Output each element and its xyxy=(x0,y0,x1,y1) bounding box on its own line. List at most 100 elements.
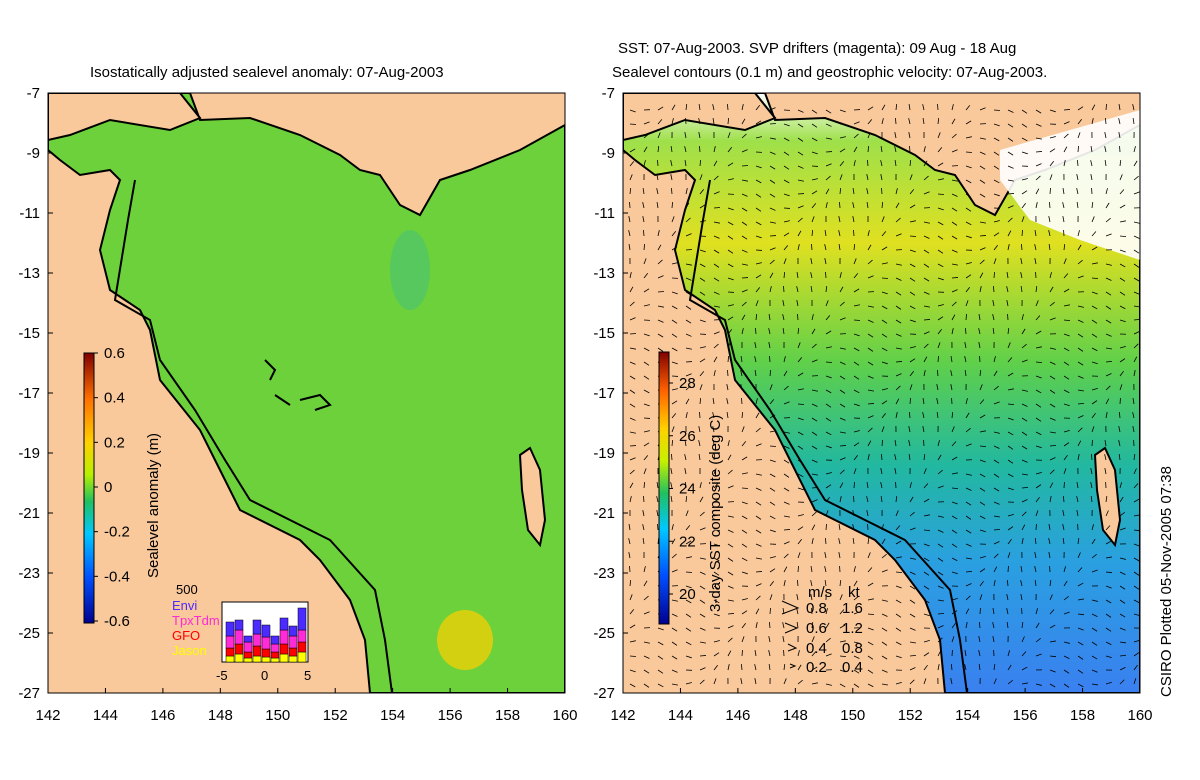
velocity-arrow xyxy=(671,538,676,545)
right-island xyxy=(1093,446,1122,548)
velocity-key-arrow-3 xyxy=(787,643,798,652)
legend-gfo: GFO xyxy=(172,628,200,643)
velocity-arrow xyxy=(643,669,650,674)
velocity-arrow xyxy=(755,105,761,111)
velocity-arrow xyxy=(881,453,883,461)
velocity-arrow xyxy=(1034,580,1037,587)
velocity-arrow xyxy=(685,556,692,559)
velocity-arrow xyxy=(1063,454,1068,461)
velocity-arrow xyxy=(825,123,832,127)
velocity-arrow xyxy=(685,682,692,685)
velocity-arrow xyxy=(867,347,874,352)
velocity-arrow xyxy=(1049,469,1055,475)
velocity-arrow xyxy=(1076,202,1079,209)
velocity-arrow xyxy=(769,529,776,533)
velocity-arrow xyxy=(965,557,972,560)
velocity-arrow xyxy=(727,625,734,629)
velocity-arrow xyxy=(1049,482,1054,489)
velocity-arrow xyxy=(699,277,706,282)
velocity-arrow xyxy=(629,109,636,113)
velocity-arrow xyxy=(1049,161,1054,167)
velocity-arrow xyxy=(699,263,706,268)
velocity-arrow xyxy=(839,594,843,601)
velocity-arrow xyxy=(1077,375,1084,379)
velocity-arrow xyxy=(839,496,842,503)
velocity-arrow xyxy=(936,412,939,419)
velocity-arrow xyxy=(825,188,830,195)
velocity-arrow xyxy=(979,445,987,447)
velocity-arrow xyxy=(656,510,659,517)
velocity-arrow xyxy=(965,207,972,212)
velocity-arrow xyxy=(979,568,986,573)
velocity-arrow xyxy=(629,640,636,643)
velocity-arrow xyxy=(684,146,687,153)
histogram-ymax: 500 xyxy=(176,582,198,597)
velocity-arrow xyxy=(685,291,692,296)
velocity-arrow xyxy=(1105,277,1112,281)
velocity-arrow xyxy=(853,566,856,573)
velocity-arrow xyxy=(712,118,715,125)
velocity-arrow xyxy=(908,426,911,433)
velocity-arrow xyxy=(741,149,748,153)
velocity-arrow xyxy=(712,412,715,419)
velocity-arrow xyxy=(726,412,729,419)
velocity-key-row4-kt: 0.4 xyxy=(842,659,863,676)
velocity-arrow xyxy=(685,540,692,545)
velocity-arrow xyxy=(839,301,845,307)
velocity-arrow xyxy=(825,330,832,335)
velocity-arrow xyxy=(685,398,690,405)
velocity-arrow xyxy=(699,641,706,644)
velocity-arrow xyxy=(895,319,902,324)
velocity-arrow xyxy=(769,430,776,433)
velocity-arrow xyxy=(1119,220,1126,223)
velocity-arrow xyxy=(643,229,645,237)
velocity-arrow xyxy=(1104,132,1107,139)
velocity-arrow xyxy=(909,249,916,253)
velocity-arrow xyxy=(1021,666,1028,671)
velocity-arrow xyxy=(1090,160,1093,167)
velocity-arrow xyxy=(1077,389,1084,392)
velocity-arrow xyxy=(1119,679,1125,685)
velocity-arrow xyxy=(1035,653,1042,657)
velocity-arrow xyxy=(657,655,664,660)
velocity-arrow xyxy=(1091,524,1094,531)
velocity-arrow xyxy=(713,331,720,335)
velocity-arrow xyxy=(797,123,804,128)
velocity-arrow xyxy=(1104,454,1107,461)
histogram-bar xyxy=(288,635,298,649)
velocity-arrow xyxy=(993,445,1000,449)
velocity-arrow xyxy=(895,103,898,111)
velocity-arrow xyxy=(1091,683,1098,686)
velocity-arrow xyxy=(657,669,664,674)
velocity-arrow xyxy=(811,389,818,392)
velocity-arrow xyxy=(1090,482,1093,489)
velocity-arrow xyxy=(713,370,716,377)
right-lon-tick-label: 152 xyxy=(898,707,923,724)
velocity-arrow xyxy=(671,291,678,295)
velocity-arrow xyxy=(895,233,902,237)
velocity-arrow xyxy=(978,328,981,335)
velocity-arrow xyxy=(657,641,664,646)
velocity-arrow xyxy=(825,389,832,394)
velocity-arrow xyxy=(922,398,925,405)
velocity-arrow xyxy=(908,440,911,447)
velocity-arrow xyxy=(1007,650,1010,657)
velocity-arrow xyxy=(880,496,883,503)
velocity-arrow xyxy=(1021,328,1026,335)
velocity-arrow xyxy=(783,473,790,478)
velocity-arrow xyxy=(811,621,814,629)
velocity-arrow xyxy=(951,636,955,643)
velocity-arrow xyxy=(685,373,692,377)
velocity-arrow xyxy=(811,328,816,335)
velocity-arrow xyxy=(979,235,987,237)
velocity-arrow xyxy=(824,566,827,573)
velocity-arrow xyxy=(629,457,636,461)
velocity-arrow xyxy=(769,556,776,559)
velocity-arrow xyxy=(839,389,846,394)
velocity-arrow xyxy=(867,230,870,237)
histogram-bar xyxy=(279,643,289,655)
velocity-arrow xyxy=(1062,216,1065,223)
velocity-arrow xyxy=(769,259,775,265)
velocity-arrow xyxy=(937,249,944,254)
velocity-arrow xyxy=(783,258,787,265)
